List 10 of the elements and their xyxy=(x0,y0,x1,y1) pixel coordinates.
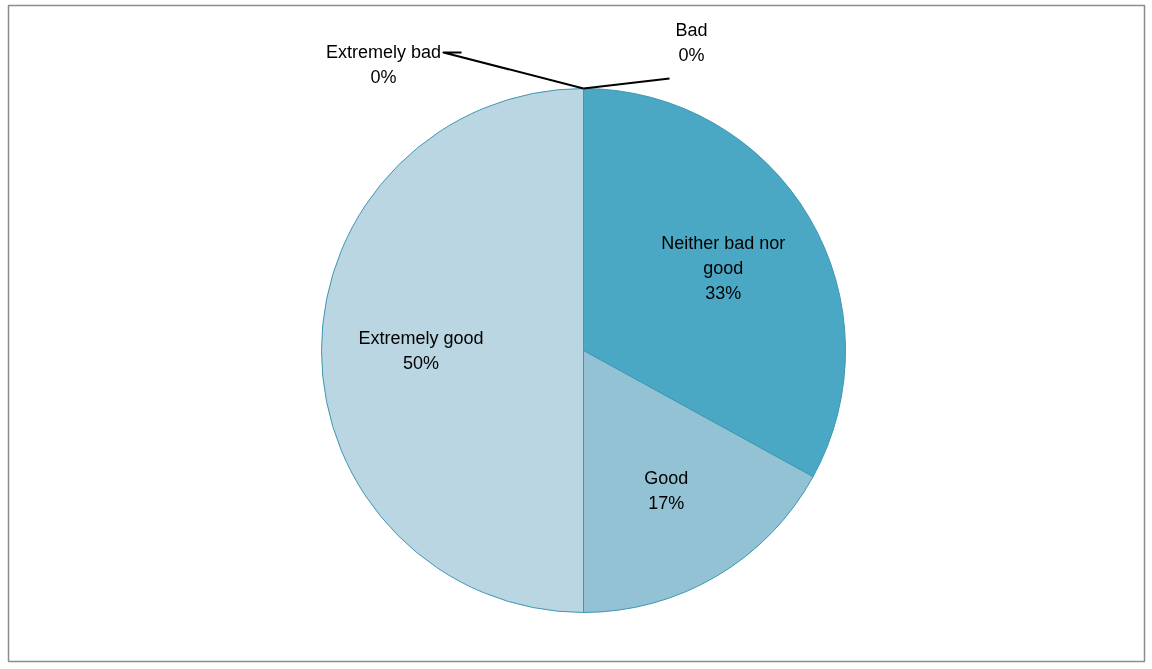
data-label: 33% xyxy=(705,282,742,303)
slice-label: Neither bad nor good xyxy=(661,232,786,278)
category-label: Bad xyxy=(675,20,708,40)
text: 0% xyxy=(370,67,397,87)
data-label: 17% xyxy=(648,492,685,513)
data-label: 50% xyxy=(403,353,440,373)
slice-label: Good xyxy=(644,467,689,488)
category-label: Extremely bad xyxy=(325,42,442,62)
slice-label: Extremely good xyxy=(358,328,484,348)
text: 0% xyxy=(678,45,705,65)
